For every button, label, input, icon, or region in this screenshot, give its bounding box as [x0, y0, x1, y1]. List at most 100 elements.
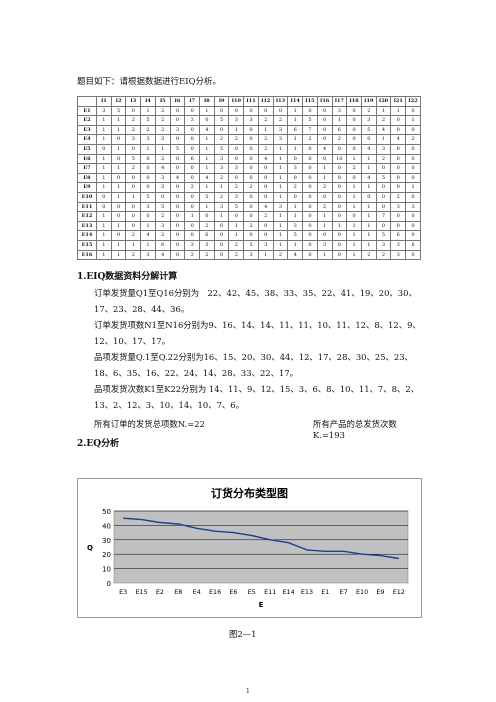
table-cell: 4 [375, 124, 392, 136]
item-frequency-block: 品项发货次数K1至K22分别为 14、11、9、12、15、3、6、8、10、1… [77, 381, 421, 413]
table-cell: 1 [213, 211, 230, 222]
table-cell: 0 [257, 230, 274, 241]
table-column-header: I22 [405, 96, 421, 107]
table-cell: 0 [302, 239, 318, 251]
table-row-header: E6 [77, 153, 97, 165]
table-cell: 2 [154, 105, 171, 117]
table-cell: 0 [390, 153, 407, 165]
table-cell: 0 [390, 220, 407, 232]
table-cell: 0 [125, 172, 142, 184]
table-cell: 2 [125, 249, 142, 261]
table-cell: 0 [140, 211, 156, 222]
table-cell: 0 [228, 153, 245, 165]
y-tick-label: 50 [102, 508, 111, 516]
table-cell: 0 [405, 249, 421, 261]
table-cell: 1 [316, 172, 333, 184]
table-cell: 3 [360, 115, 377, 126]
table-cell: 0 [243, 153, 259, 165]
table-cell: 1 [287, 201, 304, 213]
chart-title: 订货分布类型图 [211, 486, 288, 500]
table-cell: 4 [360, 143, 377, 155]
table-cell: 0 [169, 163, 186, 174]
table-cell: 0 [154, 191, 171, 203]
table-cell: 1 [213, 182, 230, 193]
table-cell: 0 [243, 143, 259, 155]
table-cell: 1 [272, 182, 289, 193]
table-cell: 0 [213, 230, 230, 241]
table-column-header: I21 [390, 96, 407, 107]
table-cell: 1 [331, 220, 348, 232]
table-cell: 1 [96, 182, 112, 193]
table-column-header: I4 [140, 96, 156, 107]
table-column-header: I6 [169, 96, 186, 107]
table-cell: 4 [360, 172, 377, 184]
table-row: E16 1 1 2 3 4 0 2 2 0 2 3 1 2 4 0 1 0 1 2 2 3 0 [77, 249, 421, 261]
table-cell: 1 [228, 220, 245, 232]
table-cell: 0 [169, 115, 186, 126]
table-cell: 0 [243, 134, 259, 145]
table-cell: 2 [125, 115, 142, 126]
intro-text: 题目如下：请根据数据进行EIQ分析。 [77, 77, 222, 87]
table-cell: 0 [346, 211, 362, 222]
table-cell: 0 [390, 172, 407, 184]
table-cell: 0 [302, 211, 318, 222]
table-cell: 0 [169, 201, 186, 213]
table-cell: 0 [405, 105, 421, 117]
table-cell: 1 [316, 211, 333, 222]
table-row-header: E13 [77, 220, 97, 232]
table-cell: 1 [346, 201, 362, 213]
table-cell: 2 [257, 143, 274, 155]
table-cell: 6 [390, 230, 407, 241]
table-cell: 1 [110, 191, 127, 203]
table-cell: 0 [213, 249, 230, 261]
table-cell: 3 [390, 249, 407, 261]
table-cell: 0 [316, 124, 333, 136]
table-row: E9 1 1 0 0 3 0 2 1 1 2 2 0 1 2 0 2 0 1 1 0 0 1 [77, 182, 421, 193]
table-cell: 0 [169, 191, 186, 203]
x-tick-label: E7 [340, 588, 348, 596]
table-cell: 2 [375, 115, 392, 126]
table-cell: 0 [346, 143, 362, 155]
table-cell: 0 [184, 105, 201, 117]
table-row: E1 3 5 0 1 2 0 0 1 0 0 0 0 0 1 0 0 3 0 2 1 1 0 [77, 105, 421, 117]
table-cell: 1 [96, 124, 112, 136]
table-row: E15 1 1 1 1 6 0 3 3 0 2 5 3 1 1 0 3 0 1 1 3 3 6 [77, 239, 421, 251]
table-cell: 0 [184, 220, 201, 232]
table-cell: 5 [140, 115, 156, 126]
table-cell: 1 [110, 239, 127, 251]
table-row-header: E14 [77, 230, 97, 241]
table-cell: 2 [154, 124, 171, 136]
table-column-header: I9 [213, 96, 230, 107]
table-cell: 0 [243, 105, 259, 117]
table-cell: 0 [96, 201, 112, 213]
table-column-header: I7 [184, 96, 201, 107]
table-row-header: E3 [77, 124, 97, 136]
table-cell: 1 [199, 201, 215, 213]
table-cell: 0 [125, 143, 142, 155]
table-cell: 1 [184, 211, 201, 222]
table-cell: 1 [316, 220, 333, 232]
table-cell: 0 [331, 182, 348, 193]
table-cell: 0 [316, 191, 333, 203]
table-cell: 4 [154, 163, 171, 174]
table-cell: 0 [184, 230, 201, 241]
table-cell: 0 [169, 153, 186, 165]
section-2-heading: 2.EQ分析 [77, 439, 120, 449]
table-column-header: I16 [316, 96, 333, 107]
table-cell: 1 [154, 143, 171, 155]
table-cell: 0 [346, 115, 362, 126]
table-cell: 5 [302, 115, 318, 126]
table-cell: 3 [375, 143, 392, 155]
table-cell: 0 [331, 163, 348, 174]
table-cell: 0 [110, 153, 127, 165]
table-cell: 0 [169, 134, 186, 145]
x-tick-label: E4 [193, 588, 201, 596]
table-cell: 2 [243, 182, 259, 193]
y-tick-label: 20 [102, 551, 111, 559]
table-cell: 1 [287, 105, 304, 117]
table-cell: 2 [213, 172, 230, 184]
table-cell: 6 [405, 239, 421, 251]
table-cell: 4 [257, 153, 274, 165]
table-cell: 0 [405, 163, 421, 174]
